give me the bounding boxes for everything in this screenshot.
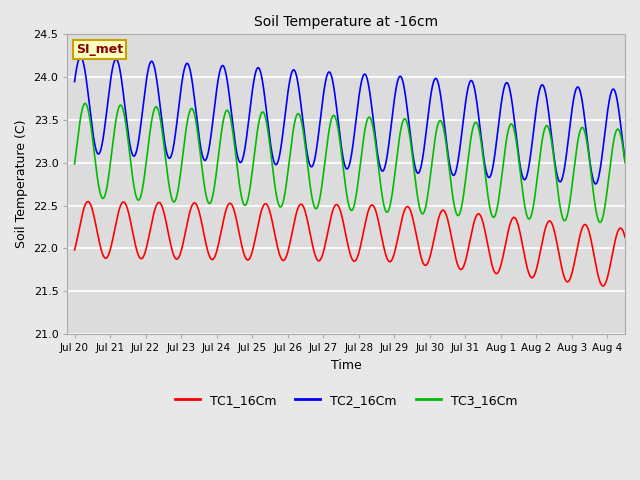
Title: Soil Temperature at -16cm: Soil Temperature at -16cm — [254, 15, 438, 29]
Text: SI_met: SI_met — [76, 43, 123, 56]
Y-axis label: Soil Temperature (C): Soil Temperature (C) — [15, 120, 28, 249]
X-axis label: Time: Time — [331, 359, 362, 372]
Legend: TC1_16Cm, TC2_16Cm, TC3_16Cm: TC1_16Cm, TC2_16Cm, TC3_16Cm — [170, 389, 522, 412]
